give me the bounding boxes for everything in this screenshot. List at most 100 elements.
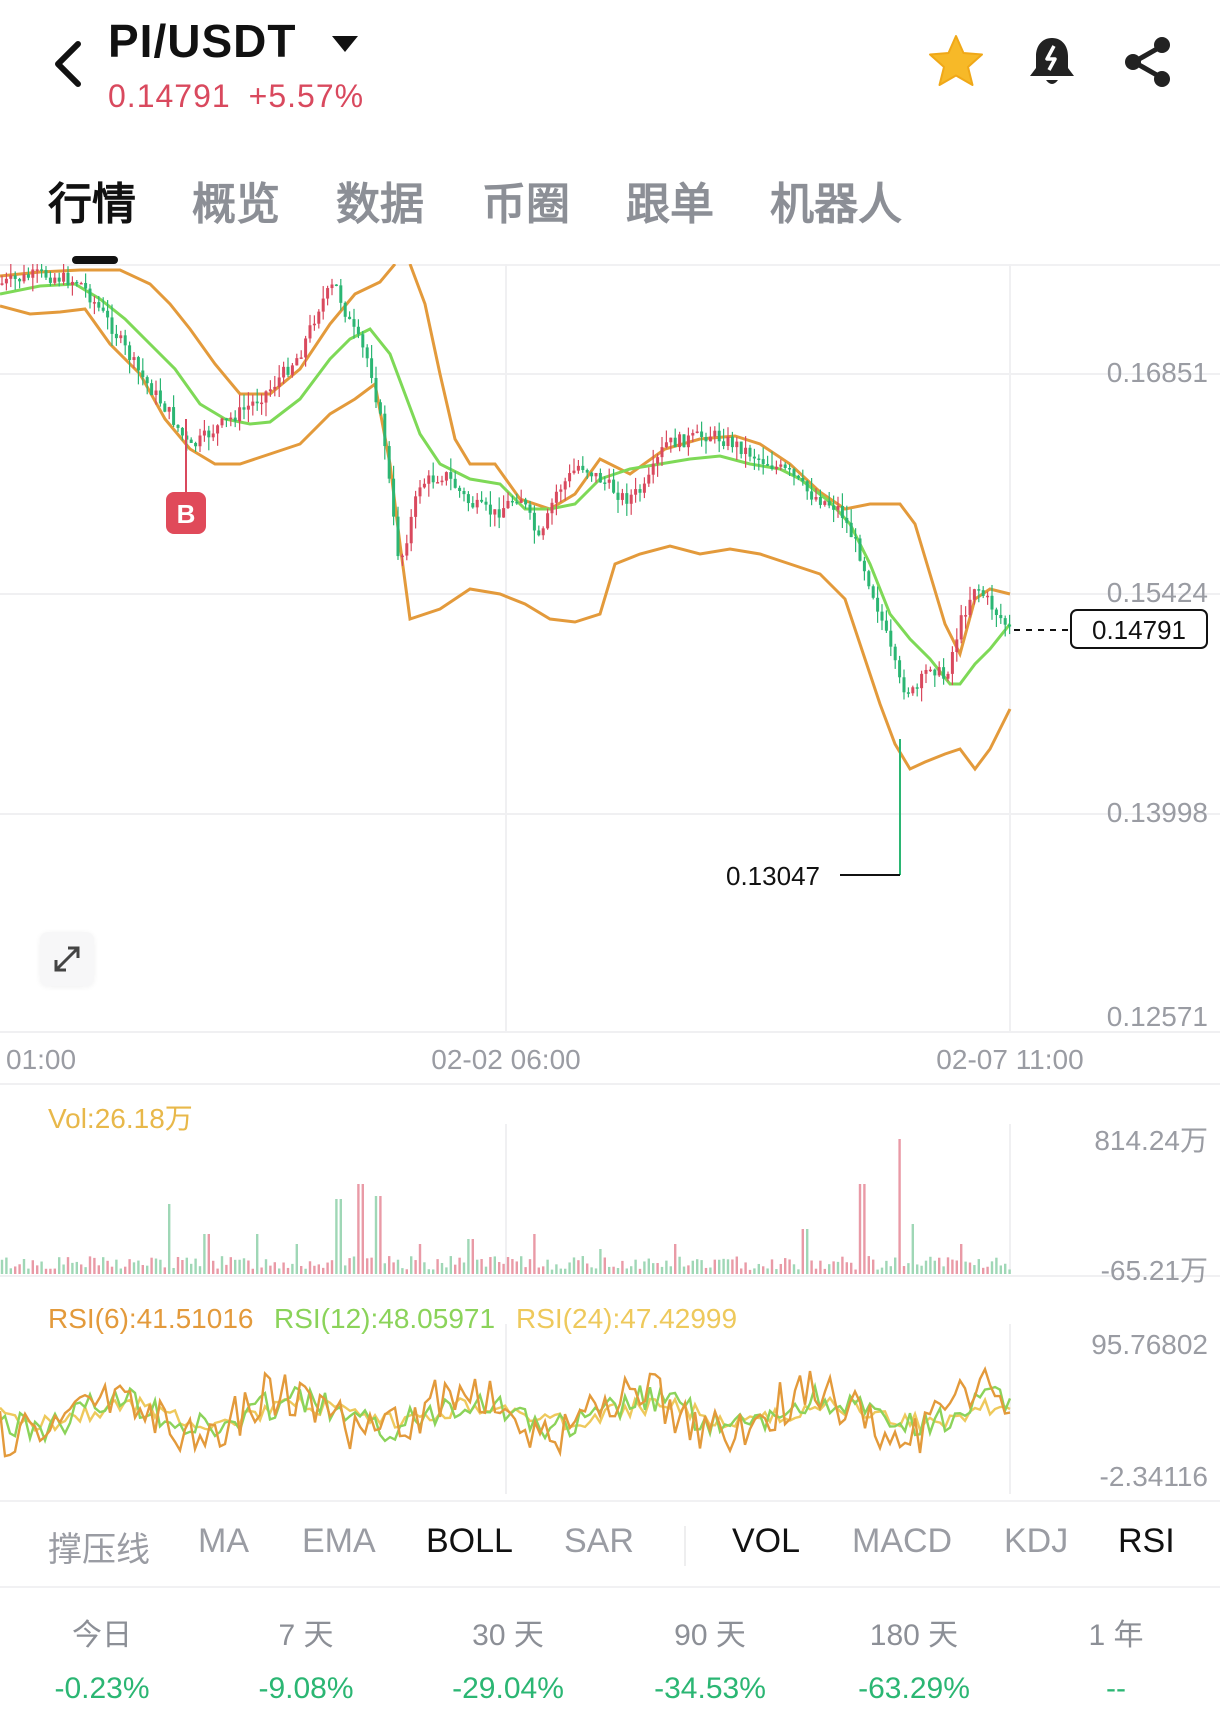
volume-bar xyxy=(44,1268,48,1274)
candle-body xyxy=(211,433,215,438)
volume-bar xyxy=(999,1265,1002,1274)
tab-data[interactable]: 数据 xyxy=(336,180,424,229)
candle-body xyxy=(106,310,110,318)
candle-body xyxy=(950,652,954,674)
volume-bar xyxy=(344,1265,347,1274)
candle-body xyxy=(453,478,457,488)
tab-community[interactable]: 币圈 xyxy=(482,180,570,229)
volume-bar xyxy=(5,1257,8,1274)
candle-body xyxy=(669,437,673,443)
perf-180d: 180 天 -63.29% xyxy=(814,1610,1014,1706)
candle-body xyxy=(370,358,374,378)
candle-body xyxy=(361,334,365,348)
candle-body xyxy=(920,673,924,689)
candle-body xyxy=(436,482,440,484)
tab-overview[interactable]: 概览 xyxy=(192,180,280,229)
candle-body xyxy=(788,467,792,470)
time-axis-label: 02-07 11:00 xyxy=(936,1044,1083,1075)
tab-bots[interactable]: 机器人 xyxy=(770,180,902,229)
volume-bar xyxy=(203,1234,206,1274)
candle-body xyxy=(374,377,378,403)
volume-bar xyxy=(106,1260,109,1274)
volume-bar xyxy=(581,1256,584,1274)
indicator-sar[interactable]: SAR xyxy=(564,1522,634,1560)
volume-bar xyxy=(260,1267,263,1274)
volume-bar xyxy=(75,1261,78,1274)
rsi6-label: RSI(6):41.51016 xyxy=(48,1303,253,1334)
volume-bar xyxy=(753,1268,756,1274)
fullscreen-button[interactable] xyxy=(40,932,94,986)
indicator-ma[interactable]: MA xyxy=(198,1522,249,1560)
volume-bar xyxy=(405,1269,408,1274)
share-icon[interactable] xyxy=(1118,32,1178,92)
volume-bar xyxy=(889,1266,892,1274)
volume-bar xyxy=(137,1260,140,1274)
volume-bar xyxy=(762,1266,765,1274)
back-icon[interactable] xyxy=(44,36,94,92)
indicator-vol[interactable]: VOL xyxy=(732,1522,801,1560)
volume-bar xyxy=(194,1258,197,1274)
indicator-toolbar: 撑压线 MA EMA BOLL SAR VOL MACD KDJ RSI xyxy=(0,1500,1220,1588)
performance-summary: 今日 -0.23% 7 天 -9.08% 30 天 -29.04% 90 天 -… xyxy=(0,1590,1220,1710)
buy-marker[interactable]: B xyxy=(166,419,206,534)
volume-bar xyxy=(520,1256,523,1274)
volume-bar xyxy=(687,1265,690,1274)
candle-body xyxy=(26,274,30,278)
candle-body xyxy=(97,302,101,308)
candle-body xyxy=(818,497,822,505)
volume-bar xyxy=(58,1257,61,1274)
candle-body xyxy=(233,417,237,422)
volume-bar xyxy=(458,1257,461,1274)
candle-body xyxy=(700,431,704,437)
candle-body xyxy=(427,475,431,484)
indicator-macd[interactable]: MACD xyxy=(852,1522,953,1560)
candle-body xyxy=(194,442,198,447)
candle-body xyxy=(581,465,585,471)
volume-bar xyxy=(242,1258,246,1274)
tab-copy-trading[interactable]: 跟单 xyxy=(626,180,714,229)
volume-bar xyxy=(190,1263,193,1274)
volume-bar xyxy=(674,1244,677,1274)
indicator-rsi[interactable]: RSI xyxy=(1118,1522,1175,1560)
volume-bar xyxy=(212,1260,215,1274)
candle-body xyxy=(9,275,13,279)
volume-bar xyxy=(436,1259,439,1274)
volume-bar xyxy=(418,1244,422,1274)
volume-bar xyxy=(735,1256,738,1274)
candle-body xyxy=(334,284,338,287)
volume-bar xyxy=(256,1234,259,1274)
tab-market[interactable]: 行情 xyxy=(48,180,136,229)
volume-bar xyxy=(53,1268,56,1274)
volume-bar xyxy=(801,1229,804,1274)
indicator-boll[interactable]: BOLL xyxy=(426,1522,513,1560)
candle-body xyxy=(598,472,602,483)
pair-title[interactable]: PI/USDT xyxy=(108,15,297,67)
candle-body xyxy=(273,386,277,390)
candle-body xyxy=(277,377,281,387)
volume-bar xyxy=(546,1259,549,1274)
candle-body xyxy=(937,667,941,676)
candle-body xyxy=(304,338,308,358)
volume-bar xyxy=(885,1260,888,1274)
candle-body xyxy=(510,500,514,503)
indicator-ema[interactable]: EMA xyxy=(302,1522,376,1560)
caret-down-icon[interactable] xyxy=(330,32,360,56)
candlestick-chart[interactable]: 0.13047 B 0.14791 0.16851 0.15424 0.1399… xyxy=(0,264,1220,1500)
indicator-kdj[interactable]: KDJ xyxy=(1004,1522,1069,1560)
indicator-support-resistance[interactable]: 撑压线 xyxy=(48,1531,150,1569)
bell-alert-icon[interactable] xyxy=(1022,32,1082,92)
candle-body xyxy=(317,311,321,324)
volume-bar xyxy=(295,1244,298,1274)
star-icon[interactable] xyxy=(926,32,986,92)
candle-body xyxy=(906,692,910,694)
candle-body xyxy=(656,457,660,464)
volume-bar xyxy=(902,1266,906,1274)
volume-bar xyxy=(172,1267,175,1274)
volume-bar xyxy=(841,1256,844,1274)
candle-body xyxy=(343,302,347,317)
candle-body xyxy=(444,472,448,481)
volume-bar xyxy=(423,1262,426,1274)
volume-bar xyxy=(93,1257,96,1274)
volume-bar xyxy=(216,1268,219,1274)
candle-body xyxy=(977,589,981,591)
